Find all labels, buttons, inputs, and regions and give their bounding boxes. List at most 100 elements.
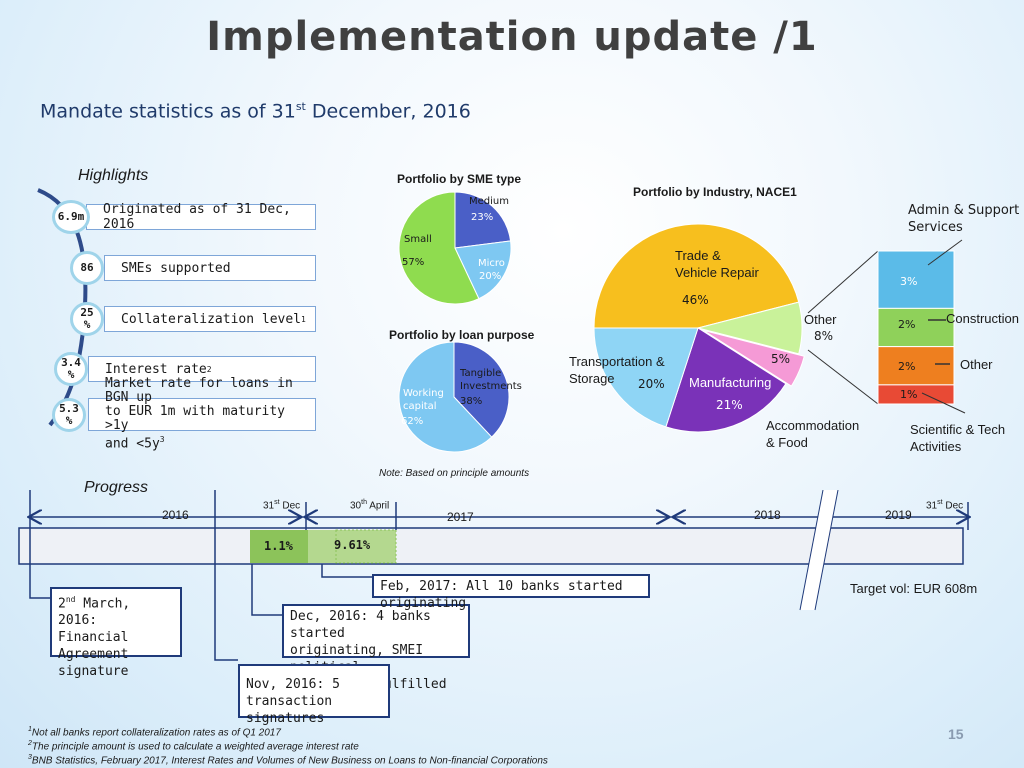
loan-value-working: 62% xyxy=(401,416,424,427)
highlight-label-collateral: Collateralization level xyxy=(121,311,302,327)
axis-break-right xyxy=(814,490,839,611)
loan-pie-title: Portfolio by loan purpose xyxy=(389,328,535,342)
progress-hatch xyxy=(335,529,397,564)
page-title: Implementation update /1 xyxy=(206,14,818,60)
sme-slice-micro xyxy=(454,240,512,300)
highlight-circle-originated: 6.9m xyxy=(52,200,90,234)
industry-label-trade-2: Vehicle Repair xyxy=(675,265,759,280)
progress-fill-dec xyxy=(250,530,308,563)
breakdown-value-scientific: 1% xyxy=(900,388,918,401)
footnote-3: 3BNB Statistics, February 2017, Interest… xyxy=(28,754,548,767)
highlight-label-market-2: to EUR 1m with maturity >1y xyxy=(105,404,286,434)
industry-label-other: Other xyxy=(804,312,837,327)
date-dec: 31st Dec xyxy=(263,499,301,512)
industry-label-trade-1: Trade & xyxy=(675,248,721,263)
milestone-march: 2nd March, 2016: Financial Agreement sig… xyxy=(50,587,182,679)
breakdown-value-other: 2% xyxy=(898,360,916,373)
year-2018: 2018 xyxy=(754,508,781,522)
progress-label-dec: 1.1% xyxy=(264,539,293,553)
sme-label-micro: Micro xyxy=(478,258,505,269)
highlight-label-market-3: and <5y xyxy=(105,436,160,452)
industry-value-transport: 20% xyxy=(638,377,665,391)
breakdown-bar-admin-support-services xyxy=(877,250,955,309)
sme-value-small: 57% xyxy=(402,257,425,268)
chart-note: Note: Based on principle amounts xyxy=(379,468,530,479)
breakdown-bar-construction xyxy=(877,307,955,348)
highlight-label-interest: Interest rate xyxy=(105,361,207,377)
industry-label-accommodation-2: & Food xyxy=(766,435,808,450)
highlight-sup-collateral: 1 xyxy=(301,314,306,324)
year-2016: 2016 xyxy=(162,508,189,522)
other-breakdown xyxy=(807,239,966,414)
target-volume: Target vol: EUR 608m xyxy=(850,581,978,596)
sme-slice-small xyxy=(398,191,480,305)
breakdown-label-scientific-1: Scientific & Tech xyxy=(910,422,1006,437)
highlight-label-market-1: Market rate for loans in BGN up xyxy=(105,376,293,406)
progress-fill-apr xyxy=(308,530,396,563)
loan-label-working-1: Working xyxy=(403,388,444,399)
industry-label-transport-2: Storage xyxy=(569,371,615,386)
footnote-2: 2The principle amount is used to calcula… xyxy=(28,740,359,753)
breakdown-label-admin-1: Admin & Support xyxy=(908,203,1020,218)
highlight-sup-interest: 2 xyxy=(206,364,212,374)
loan-label-tangible-1: Tangible xyxy=(460,368,502,379)
industry-slice-transportation-storage xyxy=(593,327,699,428)
breakdown-label-admin-2: Services xyxy=(908,220,963,235)
highlight-unit-collateral: % xyxy=(83,318,91,331)
loan-label-tangible-2: Investments xyxy=(460,381,522,392)
axis-break-left xyxy=(799,490,824,611)
industry-value-accommodation: 5% xyxy=(771,352,791,366)
loan-label-working-2: capital xyxy=(403,401,437,412)
breakdown-label-scientific-2: Activities xyxy=(910,439,962,454)
loan-slice-tangible-investments xyxy=(453,341,510,438)
loan-pie xyxy=(398,341,510,453)
milestone-nov: Nov, 2016: 5 transaction signatures xyxy=(238,664,390,726)
highlight-value-interest: 3.4 xyxy=(61,356,81,369)
subtitle: Mandate statistics as of 31st December, … xyxy=(40,100,471,122)
highlight-circle-smes: 86 xyxy=(70,251,104,285)
sme-pie-title: Portfolio by SME type xyxy=(397,172,522,186)
industry-value-trade: 46% xyxy=(682,293,709,307)
footnote-1: 1Not all banks report collateralization … xyxy=(28,726,281,739)
breakdown-label-other: Other xyxy=(960,357,993,372)
connector-top xyxy=(807,250,879,314)
breakdown-value-construction: 2% xyxy=(898,318,916,331)
connector-march xyxy=(29,490,50,599)
breakdown-value-admin: 3% xyxy=(900,275,918,288)
highlight-value-collateral: 25 xyxy=(80,306,94,319)
connector-dec xyxy=(251,564,282,616)
date-apr: 30th April xyxy=(350,499,390,512)
year-2019: 2019 xyxy=(885,508,912,522)
highlight-sup-market: 3 xyxy=(159,435,165,445)
breakdown-bar-other xyxy=(877,346,955,386)
industry-slice-other xyxy=(697,301,803,355)
pointer-admin xyxy=(927,239,963,266)
subtitle-main: Mandate statistics as of 31 xyxy=(40,100,296,123)
industry-slice-manufacturing xyxy=(665,327,787,433)
progress-label-apr: 9.61% xyxy=(334,538,371,552)
sme-label-small: Small xyxy=(404,234,432,245)
connector-bottom xyxy=(807,349,879,405)
timeline xyxy=(18,490,1024,661)
sme-label-medium: Medium xyxy=(469,196,509,207)
highlight-value-originated: 6.9m xyxy=(57,210,85,223)
industry-label-accommodation-1: Accommodation xyxy=(766,418,860,433)
progress-track xyxy=(18,527,964,565)
loan-value-tangible: 38% xyxy=(460,396,483,407)
highlight-circle-market: 5.3% xyxy=(52,398,86,432)
highlight-unit-market: % xyxy=(65,414,73,427)
milestone-dec: Dec, 2016: 4 banks started originating, … xyxy=(282,604,470,692)
pointer-scientific xyxy=(921,392,966,414)
industry-value-other: 8% xyxy=(814,329,834,343)
highlights-title: Highlights xyxy=(78,167,149,184)
highlight-label-smes: SMEs supported xyxy=(121,260,231,276)
sme-pie xyxy=(398,191,512,305)
milestone-feb: Feb, 2017: All 10 banks started originat… xyxy=(372,574,650,611)
connector-nov xyxy=(214,490,238,661)
page-number: 15 xyxy=(948,726,964,742)
breakdown-label-construction: Construction xyxy=(946,311,1019,326)
highlight-box-smes: SMEs supported xyxy=(104,255,316,281)
industry-slice-accommodation-food xyxy=(703,329,805,387)
axis-break-fill xyxy=(800,490,838,610)
highlight-unit-interest: % xyxy=(67,368,75,381)
